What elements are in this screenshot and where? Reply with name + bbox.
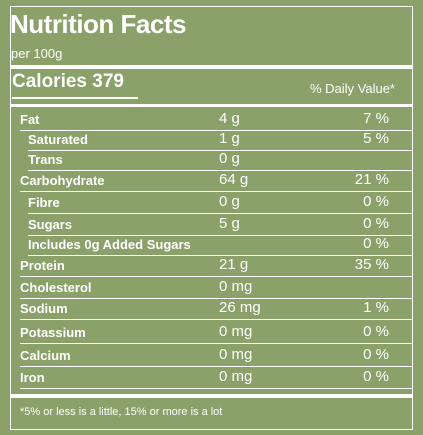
- nutrient-name: Potassium: [20, 325, 86, 340]
- nutrient-row: Saturated 1 g 5 %: [10, 129, 413, 151]
- nutrient-amount: 0 mg: [219, 368, 253, 385]
- nutrient-row: Sugars 5 g 0 %: [10, 214, 413, 236]
- nutrient-row: Calcium 0 mg 0 %: [10, 345, 413, 367]
- footnote: *5% or less is a little, 15% or more is …: [20, 406, 223, 418]
- nutrient-row: Sodium 26 mg 1 %: [10, 298, 413, 320]
- nutrient-row: Includes 0g Added Sugars 0 %: [10, 234, 413, 256]
- panel-title: Nutrition Facts: [10, 9, 186, 39]
- nutrient-name: Sodium: [20, 301, 68, 316]
- nutrient-amount: 0 mg: [219, 323, 253, 340]
- nutrient-amount: 0 mg: [219, 346, 253, 363]
- nutrient-name: Fibre: [28, 195, 60, 210]
- row-divider: [20, 366, 413, 367]
- row-divider: [20, 388, 413, 389]
- nutrient-amount: 5 g: [219, 215, 240, 232]
- nutrient-amount: 0 mg: [219, 278, 253, 295]
- nutrient-name: Sugars: [28, 217, 73, 232]
- nutrient-row: Trans 0 g: [10, 149, 413, 171]
- row-divider: [28, 255, 413, 256]
- nutrient-daily-value: 0 %: [363, 215, 389, 232]
- nutrient-amount: 21 g: [219, 256, 249, 273]
- daily-value-header: % Daily Value*: [309, 81, 395, 96]
- top-thick-rule: [10, 65, 413, 69]
- calories-underline: [12, 97, 138, 99]
- nutrient-name: Carbohydrate: [20, 173, 105, 188]
- nutrient-name: Trans: [28, 152, 63, 167]
- nutrient-daily-value: 0 %: [363, 323, 389, 340]
- nutrient-daily-value: 7 %: [363, 110, 389, 127]
- nutrient-amount: 1 g: [219, 130, 240, 147]
- nutrient-name: Saturated: [28, 132, 88, 147]
- nutrient-name: Calcium: [20, 348, 71, 363]
- nutrient-row: Carbohydrate 64 g 21 %: [10, 170, 413, 192]
- row-divider: [20, 130, 413, 131]
- nutrient-amount: 4 g: [219, 110, 240, 127]
- nutrient-daily-value: 5 %: [363, 130, 389, 147]
- nutrient-daily-value: 35 %: [354, 256, 389, 273]
- serving-size: per 100g: [11, 46, 63, 61]
- header-rule: [10, 104, 413, 107]
- row-divider: [28, 170, 413, 171]
- nutrient-daily-value: 0 %: [363, 368, 389, 385]
- nutrient-row: Iron 0 mg 0 %: [10, 367, 413, 389]
- nutrient-row: Potassium 0 mg 0 %: [10, 322, 413, 344]
- nutrient-row: Fibre 0 g 0 %: [10, 192, 413, 214]
- row-divider: [20, 343, 413, 344]
- nutrient-amount: 0 g: [219, 150, 240, 167]
- row-divider: [28, 235, 413, 236]
- bottom-thick-rule: [10, 394, 413, 398]
- nutrient-daily-value: 0 %: [363, 346, 389, 363]
- nutrient-daily-value: 21 %: [354, 171, 389, 188]
- nutrient-name: Fat: [20, 112, 40, 127]
- nutrient-amount: 26 mg: [219, 299, 261, 316]
- nutrient-row: Cholesterol 0 mg: [10, 277, 413, 299]
- nutrient-daily-value: 0 %: [363, 193, 389, 210]
- nutrient-amount: 64 g: [219, 171, 249, 188]
- calories-label: Calories 379: [12, 71, 124, 92]
- nutrient-row: Fat 4 g 7 %: [10, 109, 413, 131]
- nutrient-name: Iron: [20, 370, 45, 385]
- row-divider: [20, 276, 413, 277]
- row-divider: [20, 298, 413, 299]
- row-divider: [28, 150, 413, 151]
- nutrient-daily-value: 0 %: [363, 235, 389, 252]
- row-divider: [20, 319, 413, 320]
- nutrient-daily-value: 1 %: [363, 299, 389, 316]
- row-divider: [28, 213, 413, 214]
- nutrient-name: Cholesterol: [20, 280, 92, 295]
- nutrient-row: Protein 21 g 35 %: [10, 255, 413, 277]
- nutrient-name: Protein: [20, 258, 65, 273]
- nutrition-panel: [10, 6, 413, 430]
- row-divider: [20, 191, 413, 192]
- nutrient-amount: 0 g: [219, 193, 240, 210]
- nutrient-name: Includes 0g Added Sugars: [28, 237, 191, 252]
